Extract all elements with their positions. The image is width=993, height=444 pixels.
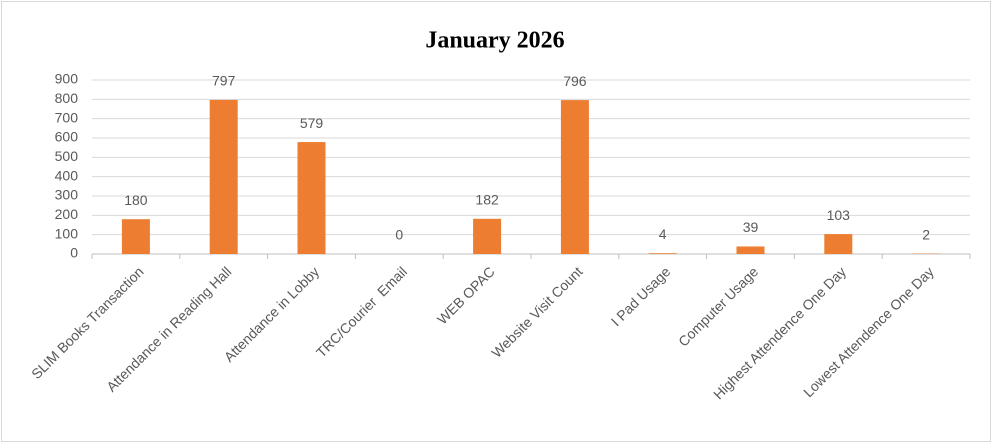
y-tick-label: 800	[55, 90, 79, 106]
data-label: 103	[827, 207, 851, 223]
y-tick-label: 600	[55, 129, 79, 145]
y-tick-label: 700	[55, 109, 79, 125]
data-label: 39	[743, 219, 759, 235]
data-label: 796	[563, 73, 587, 89]
y-tick-label: 500	[55, 148, 79, 164]
bar	[648, 253, 677, 254]
data-label: 180	[124, 192, 148, 208]
data-label: 797	[212, 73, 236, 89]
y-tick-label: 400	[55, 167, 79, 183]
y-tick-label: 0	[70, 245, 78, 261]
chart-title: January 2026	[425, 28, 564, 54]
bar	[297, 142, 326, 254]
data-label: 579	[300, 115, 324, 131]
data-label: 0	[395, 227, 403, 243]
y-tick-label: 100	[55, 225, 79, 241]
data-label: 182	[475, 192, 499, 208]
bar	[824, 234, 853, 254]
bar	[560, 100, 589, 255]
bar	[121, 219, 150, 254]
bar	[473, 218, 502, 254]
data-label: 2	[922, 226, 930, 242]
y-tick-label: 300	[55, 187, 79, 203]
y-tick-label: 200	[55, 206, 79, 222]
data-label: 4	[659, 226, 667, 242]
y-tick-label: 900	[55, 71, 79, 87]
bar	[736, 246, 765, 254]
bar	[209, 99, 238, 254]
